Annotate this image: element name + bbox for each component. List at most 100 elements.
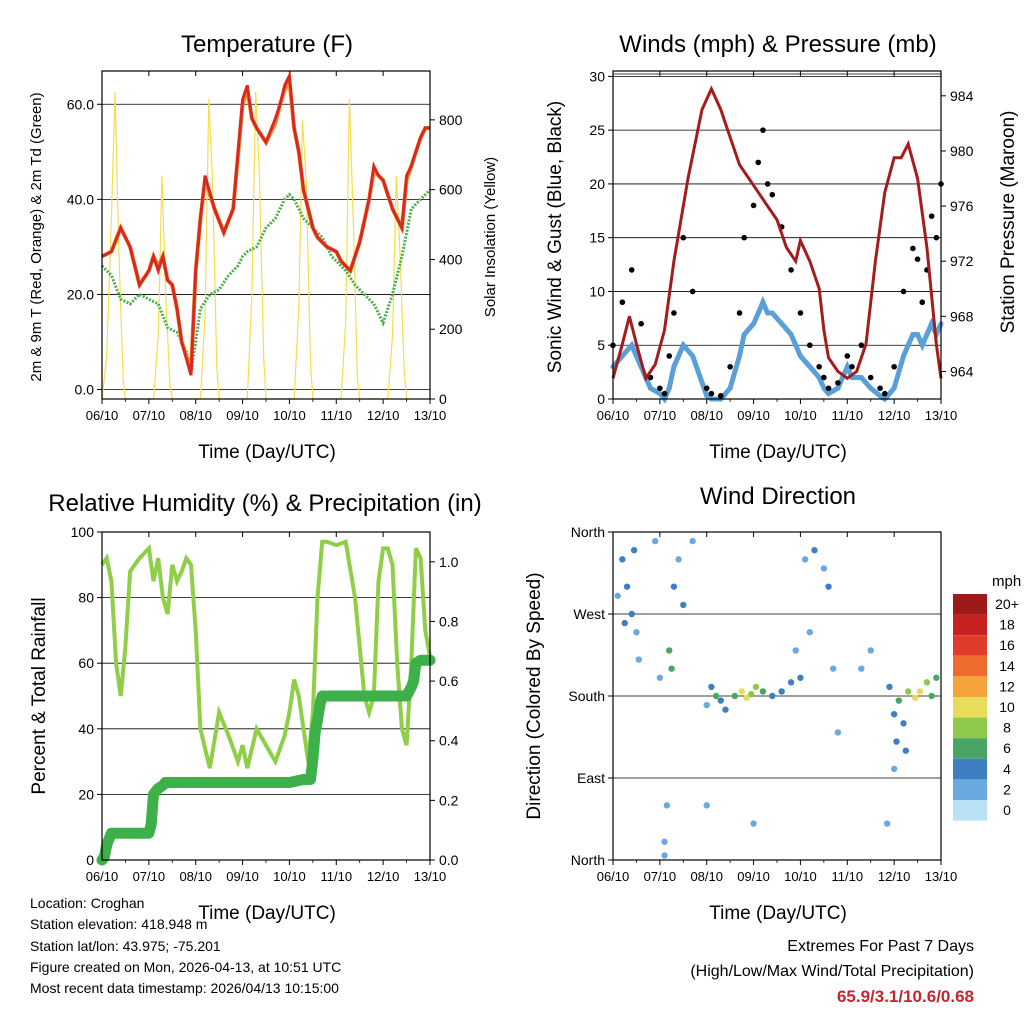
direction-point	[792, 647, 799, 654]
direction-point	[633, 629, 640, 636]
station-elevation: Station elevation: 418.948 m	[30, 916, 208, 933]
legend-swatch	[953, 594, 987, 615]
gust-point	[919, 299, 926, 306]
direction-point	[661, 838, 668, 845]
gust-point	[910, 245, 916, 252]
direction-point	[902, 747, 910, 754]
direction-point	[928, 692, 935, 700]
speed-legend: mph 20+ 18 16 14 12 10 8 6 4 2 0	[953, 573, 1021, 821]
winds-ylabel: Sonic Wind & Gust (Blue, Black)	[545, 101, 566, 373]
y-tick-label: West	[573, 606, 605, 622]
wind-point	[690, 353, 696, 359]
wind-point	[891, 385, 897, 391]
gust-point	[638, 320, 644, 327]
x-tick-label: 10/10	[784, 408, 817, 423]
gust-point	[689, 288, 696, 295]
gust-point	[844, 353, 851, 359]
direction-point	[886, 683, 893, 691]
direction-point	[806, 629, 813, 636]
x-tick-label: 08/10	[179, 869, 212, 884]
x-tick-label: 12/10	[367, 869, 400, 884]
plot-frame	[101, 70, 431, 400]
y2-tick-label: 0.8	[439, 613, 459, 629]
temperature-panel: Temperature (F) 0.0 20.0 40.0 60.0 0 200 400 60…	[28, 31, 499, 463]
extremes-subtitle: (High/Low/Max Wind/Total Precipitation)	[690, 963, 974, 980]
humidity-title: Relative Humidity (%) & Precipitation (i…	[48, 490, 481, 517]
direction-point	[670, 583, 678, 590]
wind-point	[760, 299, 766, 305]
y-tick-label: 60	[78, 655, 94, 671]
plot-frame	[612, 70, 942, 400]
direction-point	[769, 692, 776, 700]
wind-point	[769, 310, 775, 316]
y2-tick-label: 976	[950, 198, 974, 214]
wind-point	[858, 374, 864, 380]
x-tick-label: 06/10	[86, 408, 119, 423]
gust-point	[708, 390, 715, 397]
gust-point	[755, 159, 762, 166]
gust-point	[657, 385, 663, 392]
direction-point	[923, 679, 931, 686]
direction-point	[738, 688, 746, 695]
gust-point	[858, 342, 865, 349]
direction-point	[893, 738, 900, 745]
direction-point	[712, 692, 720, 700]
direction-point	[797, 674, 804, 681]
temp9m-line	[101, 73, 430, 372]
gust-point	[741, 234, 747, 241]
x-tick-label: 09/10	[226, 408, 259, 423]
y-tick-label: 100	[71, 524, 95, 540]
wind-point	[816, 374, 822, 380]
direction-point	[778, 688, 785, 695]
y-tick-label: North	[571, 524, 605, 540]
direction-point	[635, 656, 642, 663]
direction-point	[628, 610, 635, 618]
direction-xlabel: Time (Day/UTC)	[709, 903, 847, 924]
x-tick-label: 13/10	[925, 408, 958, 423]
y2-tick-label: 0.0	[439, 852, 459, 868]
x-tick-label: 09/10	[737, 869, 770, 884]
gust-point	[849, 363, 855, 370]
wind-point	[924, 331, 930, 337]
wind-point	[868, 385, 874, 391]
plot-frame	[101, 531, 431, 861]
x-tick-label: 08/10	[690, 869, 723, 884]
gust-point	[928, 213, 935, 219]
y-tick-label: North	[571, 852, 605, 868]
gust-point	[703, 385, 710, 392]
sonic-wind-line	[611, 295, 944, 404]
direction-point	[661, 852, 668, 859]
rainfall-line	[96, 654, 436, 866]
wind-point	[704, 393, 710, 399]
wind-point	[751, 321, 757, 327]
extremes-title: Extremes For Past 7 Days	[787, 938, 974, 955]
x-tick-label: 08/10	[179, 408, 212, 423]
legend-label: 16	[999, 637, 1015, 653]
direction-point	[916, 688, 924, 695]
direction-point	[912, 694, 919, 702]
y2-tick-label: 964	[950, 363, 974, 379]
gust-point	[891, 363, 897, 370]
wind-point	[765, 310, 771, 316]
wind-point	[671, 364, 677, 370]
direction-ylabel: Direction (Colored By Speed)	[524, 572, 545, 819]
gust-point	[825, 385, 832, 392]
temperature-title: Temperature (F)	[181, 31, 353, 58]
gust-point	[881, 390, 888, 397]
y2-tick-label: 400	[439, 251, 463, 267]
direction-point	[890, 711, 898, 718]
direction-point	[748, 690, 755, 698]
direction-point	[750, 820, 757, 827]
y2-tick-label: 200	[439, 321, 463, 337]
station-location: Location: Croghan	[30, 895, 145, 911]
direction-point	[743, 694, 750, 702]
wind-point	[737, 353, 743, 359]
wind-point	[877, 393, 883, 399]
solar-line	[101, 91, 408, 400]
wind-point	[797, 353, 803, 359]
y2-tick-label: 984	[950, 88, 974, 104]
direction-point	[703, 802, 710, 809]
gust-point	[671, 310, 677, 316]
x-tick-label: 10/10	[273, 408, 306, 423]
humidity-line	[100, 539, 432, 769]
